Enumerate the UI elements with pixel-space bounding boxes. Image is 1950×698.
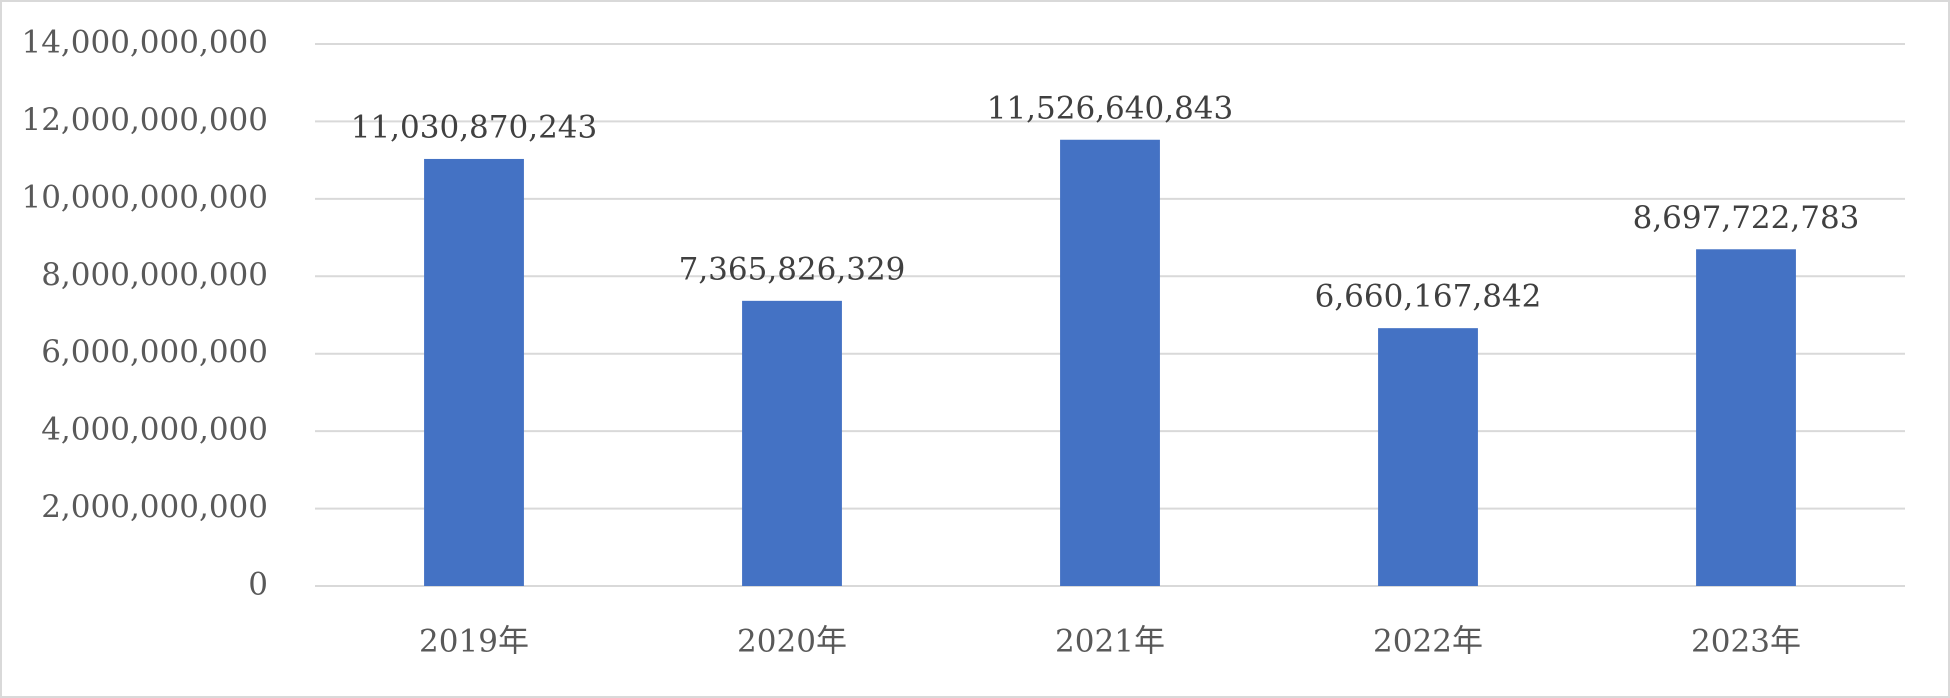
y-tick-label: 14,000,000,000 <box>21 25 268 61</box>
value-label: 7,365,826,329 <box>679 251 906 287</box>
x-tick-label: 2021年 <box>1055 624 1165 660</box>
bar <box>742 300 842 586</box>
y-tick-label: 12,000,000,000 <box>21 102 268 138</box>
y-tick-label: 10,000,000,000 <box>21 179 268 215</box>
x-tick-label: 2020年 <box>737 624 847 660</box>
value-label: 11,526,640,843 <box>987 90 1234 126</box>
value-label: 11,030,870,243 <box>351 109 598 145</box>
x-tick-label: 2022年 <box>1373 624 1483 660</box>
y-tick-label: 6,000,000,000 <box>41 334 268 370</box>
y-tick-label: 4,000,000,000 <box>41 412 268 448</box>
x-tick-label: 2023年 <box>1691 624 1801 660</box>
x-tick-label: 2019年 <box>419 624 529 660</box>
y-tick-label: 2,000,000,000 <box>41 489 268 525</box>
value-label: 6,660,167,842 <box>1315 279 1542 315</box>
bar <box>1696 249 1796 587</box>
bar <box>1060 139 1160 586</box>
bar <box>424 158 524 586</box>
y-tick-label: 8,000,000,000 <box>41 257 268 293</box>
y-tick-label: 0 <box>248 567 268 603</box>
value-label: 8,697,722,783 <box>1633 200 1860 236</box>
bar <box>1378 328 1478 586</box>
